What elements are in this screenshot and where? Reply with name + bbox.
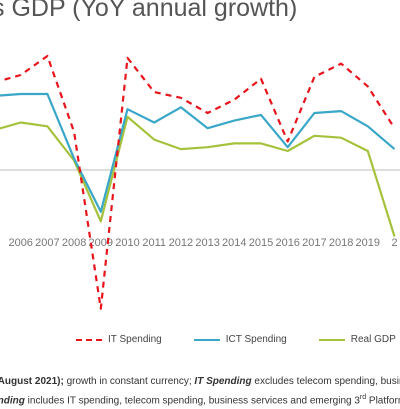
footnote-text: Platform	[366, 395, 400, 406]
series-line-ict-spending	[0, 94, 395, 212]
footnote-line-1: k (August 2021); growth in constant curr…	[0, 374, 400, 390]
x-tick-label: 2017	[302, 237, 326, 249]
legend-label-ict-spending: ICT Spending	[226, 334, 287, 345]
footnote-source: k (August 2021);	[0, 376, 64, 387]
x-tick-label: 2010	[115, 237, 139, 249]
x-tick-label: 2	[391, 237, 397, 249]
x-tick-label: 2014	[222, 237, 246, 249]
footnote-text: includes IT spending, telecom spending, …	[25, 395, 360, 406]
footnote-ict-spending-term: pending	[0, 395, 25, 406]
chart-legend: IT Spending ICT Spending Real GDP	[76, 334, 396, 345]
source-footnote: k (August 2021); growth in constant curr…	[0, 374, 400, 409]
legend-swatch-it-spending	[76, 339, 102, 341]
x-tick-label: 2013	[195, 237, 219, 249]
legend-label-it-spending: IT Spending	[108, 334, 162, 345]
footnote-it-spending-term: IT Spending	[194, 376, 251, 387]
legend-swatch-ict-spending	[194, 339, 220, 341]
x-tick-label: 2008	[62, 237, 86, 249]
x-tick-label: 2018	[329, 237, 353, 249]
footnote-text: growth in constant currency;	[64, 376, 195, 387]
legend-label-real-gdp: Real GDP	[351, 334, 396, 345]
x-tick-label: 2007	[35, 237, 59, 249]
legend-swatch-real-gdp	[319, 339, 345, 341]
legend-item-it-spending: IT Spending	[76, 334, 162, 345]
legend-item-ict-spending: ICT Spending	[194, 334, 287, 345]
x-tick-label: 2015	[249, 237, 273, 249]
x-tick-label: 2006	[8, 237, 32, 249]
footnote-text: excludes telecom spending, busin	[252, 376, 400, 387]
x-tick-label: 2019	[356, 237, 380, 249]
series-line-real-gdp	[0, 117, 395, 237]
x-tick-label: 2012	[169, 237, 193, 249]
x-tick-label: 2011	[142, 237, 166, 249]
x-tick-label: 2016	[275, 237, 299, 249]
legend-item-real-gdp: Real GDP	[319, 334, 396, 345]
series-line-it-spending	[0, 56, 395, 309]
